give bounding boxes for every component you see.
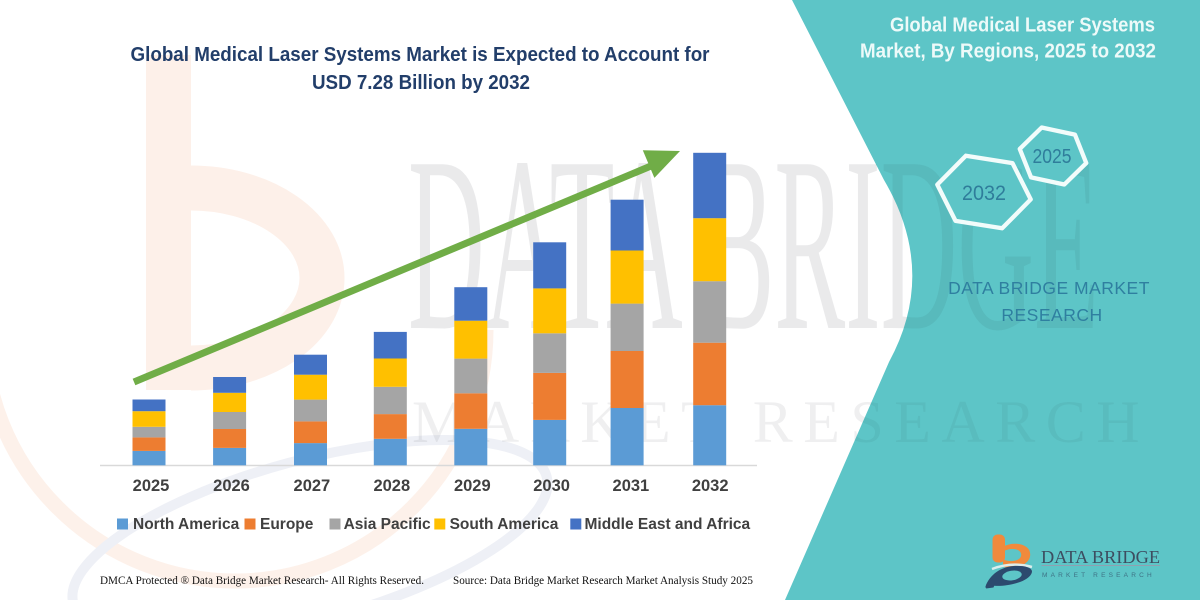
svg-text:2031: 2031 bbox=[613, 477, 650, 495]
svg-text:2030: 2030 bbox=[533, 477, 570, 495]
svg-text:Global Medical Laser Systems M: Global Medical Laser Systems Market is E… bbox=[131, 43, 710, 66]
svg-text:RESEARCH: RESEARCH bbox=[1001, 305, 1102, 325]
svg-text:Asia Pacific: Asia Pacific bbox=[344, 516, 431, 533]
svg-text:2029: 2029 bbox=[454, 477, 491, 495]
svg-text:DMCA Protected ® Data Bridge M: DMCA Protected ® Data Bridge Market Rese… bbox=[100, 575, 424, 587]
svg-text:MARKET RESEARCH: MARKET RESEARCH bbox=[1042, 572, 1155, 579]
svg-text:2032: 2032 bbox=[962, 181, 1006, 205]
svg-text:USD 7.28 Billion by 2032: USD 7.28 Billion by 2032 bbox=[312, 71, 530, 94]
svg-text:Source: Data Bridge Market Res: Source: Data Bridge Market Research Mark… bbox=[453, 575, 753, 587]
svg-text:DATA BRIDGE MARKET: DATA BRIDGE MARKET bbox=[948, 278, 1150, 298]
svg-text:Market, By Regions, 2025 to 20: Market, By Regions, 2025 to 2032 bbox=[860, 41, 1156, 63]
svg-text:South America: South America bbox=[450, 516, 559, 533]
svg-text:DATA BRIDGE: DATA BRIDGE bbox=[1041, 547, 1160, 567]
svg-text:Middle East and Africa: Middle East and Africa bbox=[585, 516, 751, 533]
svg-text:North America: North America bbox=[133, 516, 240, 533]
svg-text:2027: 2027 bbox=[294, 477, 331, 495]
svg-text:2026: 2026 bbox=[213, 477, 250, 495]
svg-text:Europe: Europe bbox=[260, 516, 314, 533]
svg-text:2025: 2025 bbox=[133, 477, 170, 495]
svg-text:Global Medical Laser Systems: Global Medical Laser Systems bbox=[890, 15, 1155, 37]
svg-text:2028: 2028 bbox=[373, 477, 410, 495]
svg-text:2025: 2025 bbox=[1033, 146, 1072, 168]
svg-text:2032: 2032 bbox=[692, 477, 729, 495]
